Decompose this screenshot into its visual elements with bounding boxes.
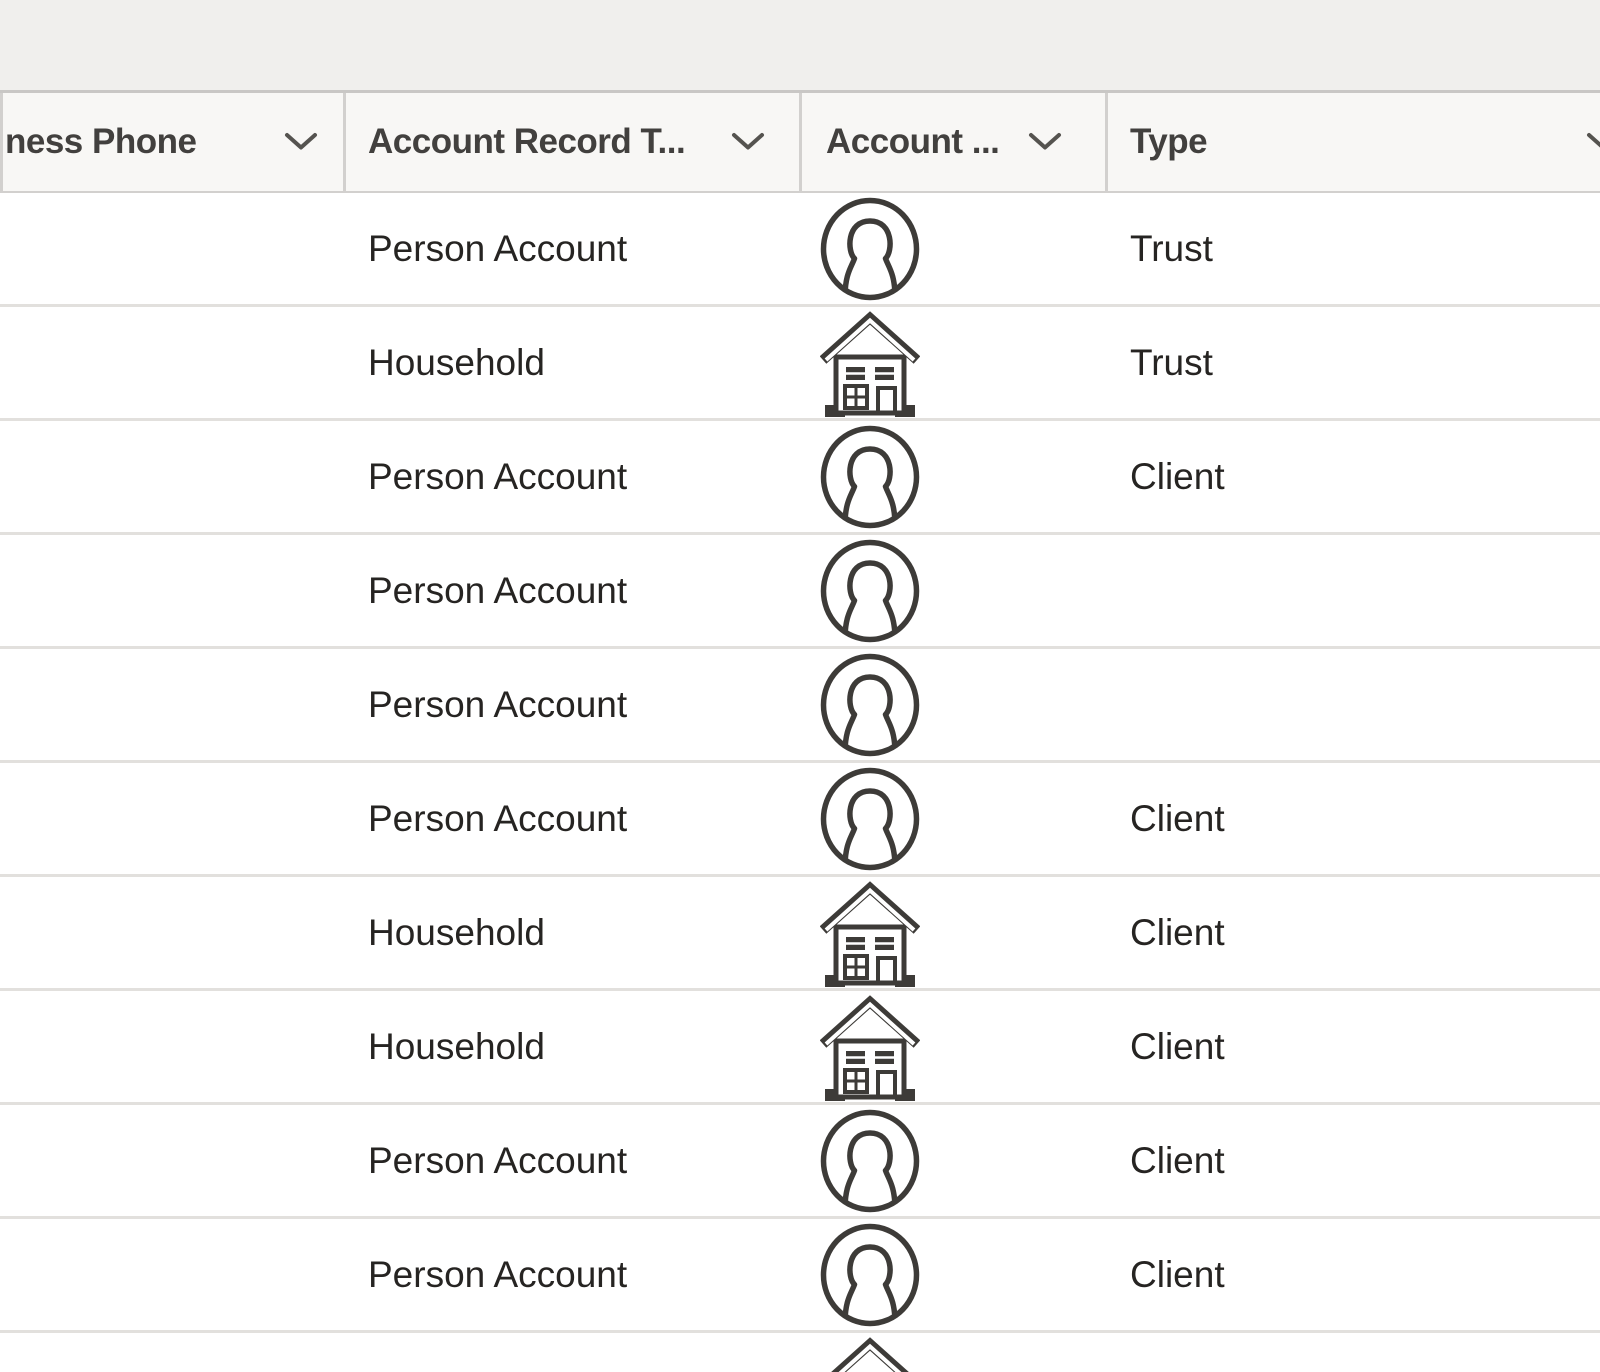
table-row[interactable]: Household Client xyxy=(0,877,1600,991)
account-record-type-value: Person Account xyxy=(368,455,628,497)
household-icon xyxy=(820,310,920,417)
user-avatar-icon xyxy=(820,539,920,642)
user-avatar-icon xyxy=(820,1109,920,1212)
table-row[interactable] xyxy=(0,1333,1600,1372)
household-icon xyxy=(820,994,920,1101)
user-avatar-icon xyxy=(820,653,920,756)
user-avatar-icon xyxy=(820,1223,920,1326)
account-record-type-value: Household xyxy=(368,911,545,953)
table-row[interactable]: Person Account Client xyxy=(0,421,1600,535)
account-record-type-value: Person Account xyxy=(368,797,628,839)
table-row[interactable]: Person Account Client xyxy=(0,1219,1600,1333)
household-icon xyxy=(830,1336,910,1372)
user-avatar-icon xyxy=(820,425,920,528)
user-avatar-icon xyxy=(820,197,920,300)
column-header-business-phone[interactable]: ness Phone xyxy=(0,93,346,191)
type-value: Client xyxy=(1130,1253,1225,1295)
account-record-type-value: Person Account xyxy=(368,1253,628,1295)
user-avatar-icon xyxy=(820,767,920,870)
table-header: ness Phone Account Record T... Account .… xyxy=(0,93,1600,193)
type-value: Client xyxy=(1130,797,1225,839)
account-record-type-value: Person Account xyxy=(368,683,628,725)
chevron-down-icon[interactable] xyxy=(284,132,318,152)
column-label: Type xyxy=(1130,122,1208,161)
column-label: Account Record T... xyxy=(368,122,686,161)
chevron-down-icon[interactable] xyxy=(731,132,765,152)
type-value: Client xyxy=(1130,455,1225,497)
account-record-type-value: Household xyxy=(368,341,545,383)
table-row[interactable]: Person Account Client xyxy=(0,763,1600,877)
table-row[interactable]: Person Account xyxy=(0,535,1600,649)
chevron-down-icon[interactable] xyxy=(1028,132,1062,152)
account-record-type-value: Person Account xyxy=(368,569,628,611)
toolbar-area xyxy=(0,0,1600,93)
table-body: Person Account Trust Household xyxy=(0,193,1600,1372)
table-row[interactable]: Person Account xyxy=(0,649,1600,763)
account-record-type-value: Person Account xyxy=(368,1139,628,1181)
type-value: Trust xyxy=(1130,227,1213,269)
chevron-down-icon[interactable] xyxy=(1586,132,1600,152)
table-row[interactable]: Person Account Trust xyxy=(0,193,1600,307)
column-label: Account ... xyxy=(826,122,1000,161)
type-value: Client xyxy=(1130,1025,1225,1067)
type-value: Client xyxy=(1130,1139,1225,1181)
column-header-account-name[interactable]: Account ... xyxy=(802,93,1108,191)
table-row[interactable]: Household Trust xyxy=(0,307,1600,421)
column-label: ness Phone xyxy=(5,122,197,161)
column-header-account-record-type[interactable]: Account Record T... xyxy=(346,93,802,191)
account-record-type-value: Person Account xyxy=(368,227,628,269)
table-row[interactable]: Household Client xyxy=(0,991,1600,1105)
account-record-type-value: Household xyxy=(368,1025,545,1067)
table-row[interactable]: Person Account Client xyxy=(0,1105,1600,1219)
type-value: Trust xyxy=(1130,341,1213,383)
column-header-type[interactable]: Type xyxy=(1108,93,1600,191)
household-icon xyxy=(820,880,920,987)
type-value: Client xyxy=(1130,911,1225,953)
